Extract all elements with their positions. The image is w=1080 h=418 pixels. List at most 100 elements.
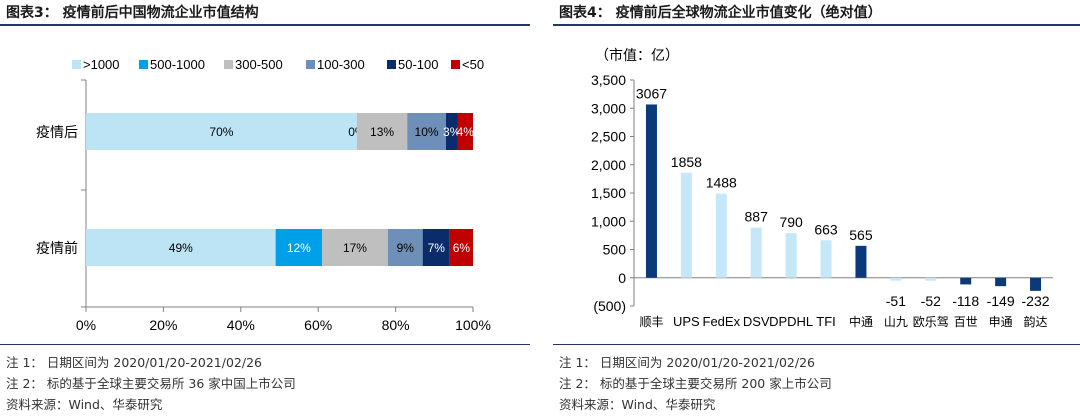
legend-swatch	[451, 60, 460, 69]
bar	[890, 277, 902, 281]
data-label: 12%	[287, 241, 311, 255]
legend-label: 100-300	[317, 57, 365, 72]
category-label: 山九	[884, 315, 908, 329]
left-footer-rule	[0, 344, 530, 345]
x-tick-label: 40%	[227, 317, 255, 333]
bar	[785, 233, 797, 278]
legend-item: 500-1000	[139, 57, 205, 72]
value-label: 1858	[671, 154, 702, 170]
y-tick-label: 0	[618, 270, 626, 286]
bar-segment	[86, 229, 276, 266]
left-title-rule	[0, 24, 530, 26]
bar-segment	[387, 229, 423, 266]
value-label: 663	[814, 221, 838, 237]
category-label: DSV	[743, 314, 770, 329]
category-label: 顺丰	[639, 315, 663, 329]
right-note-2: 注 2： 标的基于全球主要交易所 200 家上市公司	[559, 376, 832, 391]
x-tick-label: 0%	[76, 317, 96, 333]
right-title-rule	[553, 24, 1080, 26]
category-label: 中通	[849, 314, 873, 329]
legend-label: 500-1000	[150, 57, 205, 72]
category-label: 百世	[954, 315, 978, 329]
category-label: FedEx	[703, 314, 741, 329]
bar-segment	[322, 229, 388, 266]
legend-item: <50	[451, 57, 484, 72]
legend-swatch	[72, 60, 81, 69]
value-label: 790	[779, 214, 803, 230]
left-chart-title: 图表3： 疫情前后中国物流企业市值结构	[6, 5, 259, 21]
bar-segment	[422, 229, 450, 266]
left-panel: 图表3： 疫情前后中国物流企业市值结构 >1000 500-1000 300-500…	[0, 0, 530, 418]
market-cap-change-bar-chart: （市值：亿） (500) 0 500 1,000 1,500 2,000 2,500 3,000…	[591, 47, 1053, 329]
right-notes: 注 1： 日期区间为 2020/01/20-2021/02/26 注 2： 标的…	[559, 352, 832, 415]
data-label: 9%	[397, 241, 415, 255]
bar-segment	[275, 229, 323, 266]
data-label: 6%	[453, 241, 471, 255]
bar-segment	[449, 229, 473, 266]
left-note-1: 注 1： 日期区间为 2020/01/20-2021/02/26	[6, 355, 262, 370]
legend-item: >1000	[72, 57, 120, 72]
left-notes: 注 1： 日期区间为 2020/01/20-2021/02/26 注 2： 标的…	[6, 352, 296, 415]
bar	[1030, 277, 1042, 291]
x-tick-label: 80%	[382, 317, 410, 333]
data-label: 4%	[457, 125, 475, 139]
right-source: 资料来源：Wind、华泰研究	[559, 397, 716, 412]
data-label: 13%	[370, 125, 394, 139]
category-label: 韵达	[1024, 314, 1048, 329]
bar	[750, 227, 762, 278]
y-tick-label: 2,500	[591, 129, 626, 145]
x-tick-label: 100%	[455, 317, 491, 333]
category-label: DPDHL	[769, 314, 813, 329]
value-label: 565	[849, 227, 873, 243]
right-note-1: 注 1： 日期区间为 2020/01/20-2021/02/26	[559, 355, 815, 370]
bar	[960, 277, 972, 285]
data-label: 70%	[209, 125, 233, 139]
legend-label: 300-500	[235, 57, 283, 72]
bar	[820, 240, 832, 278]
legend-item: 50-100	[387, 57, 438, 72]
bar-segment	[86, 113, 357, 150]
unit-label: （市值：亿）	[595, 47, 679, 63]
legend-swatch	[224, 60, 233, 69]
category-label: 疫情前	[36, 240, 78, 256]
value-label: 887	[745, 209, 769, 225]
left-note-2: 注 2： 标的基于全球主要交易所 36 家中国上市公司	[6, 376, 296, 391]
y-tick-label: 1,000	[591, 213, 626, 229]
value-label: 1488	[706, 175, 737, 191]
data-label: 49%	[169, 241, 193, 255]
x-tick-label: 60%	[304, 317, 332, 333]
bar	[925, 277, 937, 281]
value-label: -232	[1022, 293, 1050, 309]
bar-segment	[407, 113, 446, 150]
y-tick-label: 3,500	[591, 72, 626, 88]
legend-label: >1000	[83, 57, 120, 72]
bar	[855, 245, 867, 278]
bar-segment	[457, 113, 473, 150]
y-tick-label: 1,500	[591, 185, 626, 201]
category-label: 欧乐驾	[913, 315, 949, 329]
bar-segment	[356, 113, 408, 150]
right-chart-title: 图表4： 疫情前后全球物流企业市值变化（绝对值）	[559, 5, 882, 21]
y-tick-label: (500)	[593, 298, 626, 314]
legend-swatch	[139, 60, 148, 69]
legend-label: 50-100	[398, 57, 438, 72]
value-label: 3067	[636, 85, 667, 101]
data-label: 7%	[428, 241, 446, 255]
category-label: TFI	[816, 314, 836, 329]
legend-item: 300-500	[224, 57, 283, 72]
legend-swatch	[387, 60, 396, 69]
right-footer-rule	[553, 344, 1080, 345]
data-label: 3%	[443, 125, 461, 139]
x-tick-label: 20%	[149, 317, 177, 333]
bar	[715, 193, 727, 278]
bar	[680, 172, 692, 278]
value-label: -149	[987, 293, 1015, 309]
stacked-bar-chart: >1000 500-1000 300-500 100-300 50-100 <50 0% 20…	[36, 57, 491, 333]
legend-label: <50	[462, 57, 484, 72]
y-tick-label: 500	[603, 242, 627, 258]
value-label: -51	[886, 293, 906, 309]
left-source: 资料来源：Wind、华泰研究	[6, 397, 163, 412]
bar-segment	[445, 113, 458, 150]
category-label: 申通	[989, 315, 1013, 329]
value-label: -118	[952, 293, 979, 309]
